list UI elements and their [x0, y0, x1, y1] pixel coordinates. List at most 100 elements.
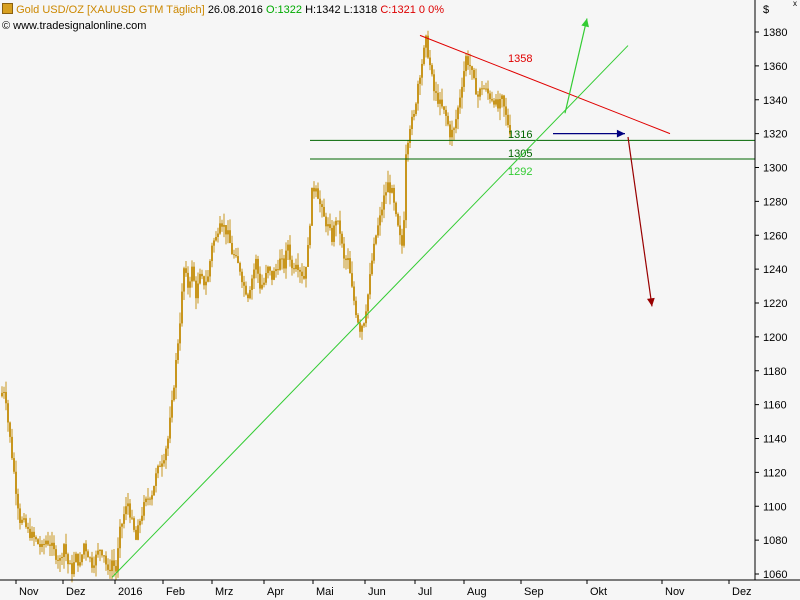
candle [481, 80, 483, 96]
candle [325, 212, 327, 233]
candle [213, 237, 215, 253]
candle [169, 406, 171, 444]
candle [463, 61, 465, 92]
candle [327, 217, 329, 236]
candle [401, 228, 403, 254]
y-tick-label: 1380 [763, 27, 787, 39]
candle [507, 108, 509, 128]
candle [15, 460, 17, 506]
candle [275, 263, 277, 278]
candle [291, 255, 293, 276]
candle [197, 272, 199, 304]
candle [395, 201, 397, 217]
candle [343, 236, 345, 269]
candle [83, 542, 85, 559]
candle [319, 190, 321, 213]
candle [27, 522, 29, 534]
candle [371, 253, 373, 276]
candle [71, 554, 73, 583]
candle [385, 181, 387, 205]
candle [363, 322, 365, 328]
candle [487, 80, 489, 100]
candle [405, 144, 407, 229]
candle [29, 517, 31, 541]
candle [107, 558, 109, 575]
candle [315, 185, 317, 198]
candle [307, 237, 309, 268]
arrow-down [627, 136, 655, 307]
candle [445, 105, 447, 127]
candle [187, 266, 189, 295]
candle [147, 488, 149, 506]
candle [293, 262, 295, 274]
candle [431, 63, 433, 77]
candle [339, 210, 341, 246]
candle [121, 522, 123, 539]
candle [163, 453, 165, 467]
annotation-label: 1358 [508, 53, 532, 65]
candle [271, 270, 273, 286]
website-label: www.tradesignalonline.com [13, 20, 147, 32]
candle [45, 535, 47, 548]
y-tick-label: 1160 [763, 400, 787, 412]
candle [133, 516, 135, 533]
candle [47, 531, 49, 547]
candle [361, 324, 363, 340]
candle [87, 549, 89, 558]
candle [21, 516, 23, 525]
x-tick-label: Apr [267, 586, 284, 598]
candle [217, 227, 219, 243]
candle [207, 270, 209, 283]
candle [17, 488, 19, 520]
candle [337, 220, 339, 225]
candle [429, 49, 431, 71]
candle [475, 68, 477, 95]
header-low: L:1318 [343, 4, 378, 16]
x-tick-label: Aug [467, 586, 487, 598]
candle [261, 274, 263, 290]
chart-header: Gold USD/OZ [XAUUSD GTM Täglich] 26.08.2… [2, 3, 444, 16]
candle [39, 535, 41, 555]
candle [111, 549, 113, 580]
candle [25, 514, 27, 529]
candle [455, 109, 457, 134]
candle [299, 267, 301, 283]
x-tick-label: Okt [590, 586, 607, 598]
candle [91, 551, 93, 573]
candle [183, 266, 185, 300]
candle [35, 535, 37, 542]
x-tick-label: Mai [316, 586, 334, 598]
candle [189, 276, 191, 298]
close-icon[interactable]: x [793, 0, 797, 8]
candle [441, 88, 443, 109]
candle [131, 509, 133, 521]
candle [253, 263, 255, 290]
candle [167, 435, 169, 456]
candle [175, 353, 177, 400]
candle [227, 220, 229, 244]
candle [351, 261, 353, 288]
candle [301, 263, 303, 284]
candle [331, 219, 333, 246]
candle [509, 114, 511, 137]
candle [357, 313, 359, 325]
candle [49, 535, 51, 557]
candle [497, 90, 499, 112]
candle [103, 555, 105, 563]
candle [43, 538, 45, 555]
candle [151, 490, 153, 506]
candle [281, 248, 283, 270]
candle [143, 495, 145, 521]
candle [349, 251, 351, 274]
candle [3, 386, 5, 399]
candle [199, 268, 201, 285]
candle [37, 538, 39, 545]
candle [85, 540, 87, 561]
candle [287, 240, 289, 260]
candle [323, 198, 325, 217]
header-period: Täglich] [166, 4, 205, 16]
candle [375, 234, 377, 246]
candle [123, 506, 125, 529]
candle [387, 170, 389, 193]
